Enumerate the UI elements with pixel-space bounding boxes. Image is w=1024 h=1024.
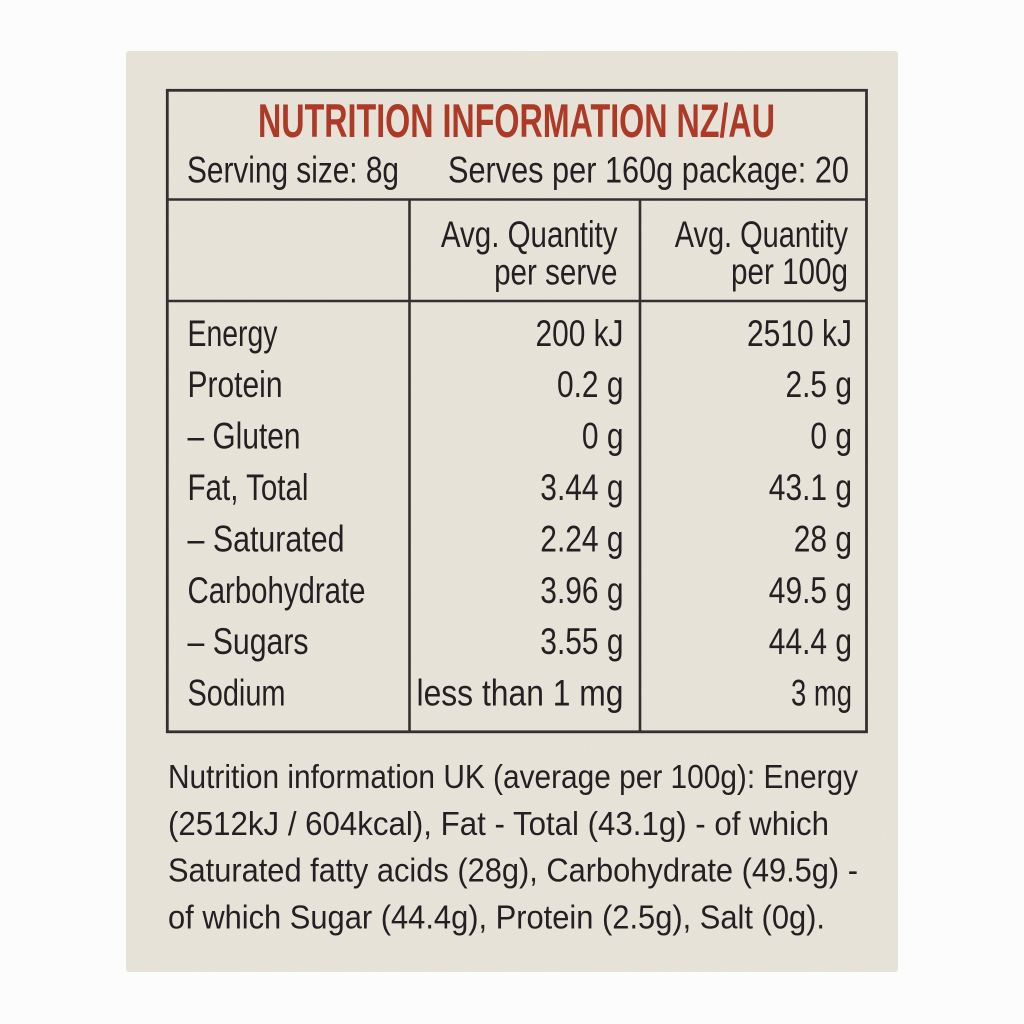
svg-text:0.2 g: 0.2 g: [557, 363, 624, 405]
svg-text:of which Sugar (44.4g), Protei: of which Sugar (44.4g), Protein (2.5g), …: [168, 899, 825, 936]
svg-text:less than 1 mg: less than 1 mg: [417, 672, 624, 714]
svg-text:49.5 g: 49.5 g: [769, 569, 852, 611]
svg-text:Saturated fatty acids (28g), C: Saturated fatty acids (28g), Carbohydrat…: [168, 853, 858, 890]
svg-text:28 g: 28 g: [794, 517, 852, 559]
svg-text:Fat, Total: Fat, Total: [188, 466, 309, 508]
svg-text:Avg. Quantity: Avg. Quantity: [675, 213, 849, 255]
svg-text:200 kJ: 200 kJ: [536, 312, 624, 354]
svg-text:– Sugars: – Sugars: [188, 620, 309, 662]
svg-text:3.55 g: 3.55 g: [540, 620, 623, 662]
svg-text:2.5 g: 2.5 g: [786, 363, 853, 405]
svg-text:Nutrition information UK (aver: Nutrition information UK (average per 10…: [168, 759, 858, 796]
svg-text:3.96 g: 3.96 g: [540, 569, 623, 611]
svg-text:0 g: 0 g: [810, 415, 852, 457]
svg-text:per serve: per serve: [494, 251, 617, 293]
svg-text:Protein: Protein: [188, 363, 283, 405]
svg-text:– Saturated: – Saturated: [188, 517, 345, 559]
svg-text:per 100g: per 100g: [731, 250, 848, 292]
svg-text:Serves per 160g package: 20: Serves per 160g package: 20: [448, 149, 849, 191]
svg-text:43.1 g: 43.1 g: [769, 466, 852, 508]
svg-text:Sodium: Sodium: [188, 672, 286, 714]
svg-text:– Gluten: – Gluten: [188, 415, 301, 457]
svg-text:Serving size: 8g: Serving size: 8g: [187, 149, 399, 191]
svg-text:NUTRITION INFORMATION NZ/AU: NUTRITION INFORMATION NZ/AU: [258, 95, 775, 148]
svg-text:0 g: 0 g: [582, 415, 624, 457]
svg-text:2.24 g: 2.24 g: [540, 517, 623, 559]
svg-text:3.44 g: 3.44 g: [540, 466, 623, 508]
svg-text:Carbohydrate: Carbohydrate: [188, 569, 366, 611]
svg-text:2510 kJ: 2510 kJ: [747, 312, 852, 354]
svg-text:Avg. Quantity: Avg. Quantity: [441, 213, 618, 255]
svg-text:(2512kJ / 604kcal), Fat - Tota: (2512kJ / 604kcal), Fat - Total (43.1g) …: [168, 806, 829, 843]
svg-text:44.4 g: 44.4 g: [769, 620, 852, 662]
svg-text:Energy: Energy: [188, 312, 278, 354]
svg-text:3 mg: 3 mg: [791, 672, 852, 714]
